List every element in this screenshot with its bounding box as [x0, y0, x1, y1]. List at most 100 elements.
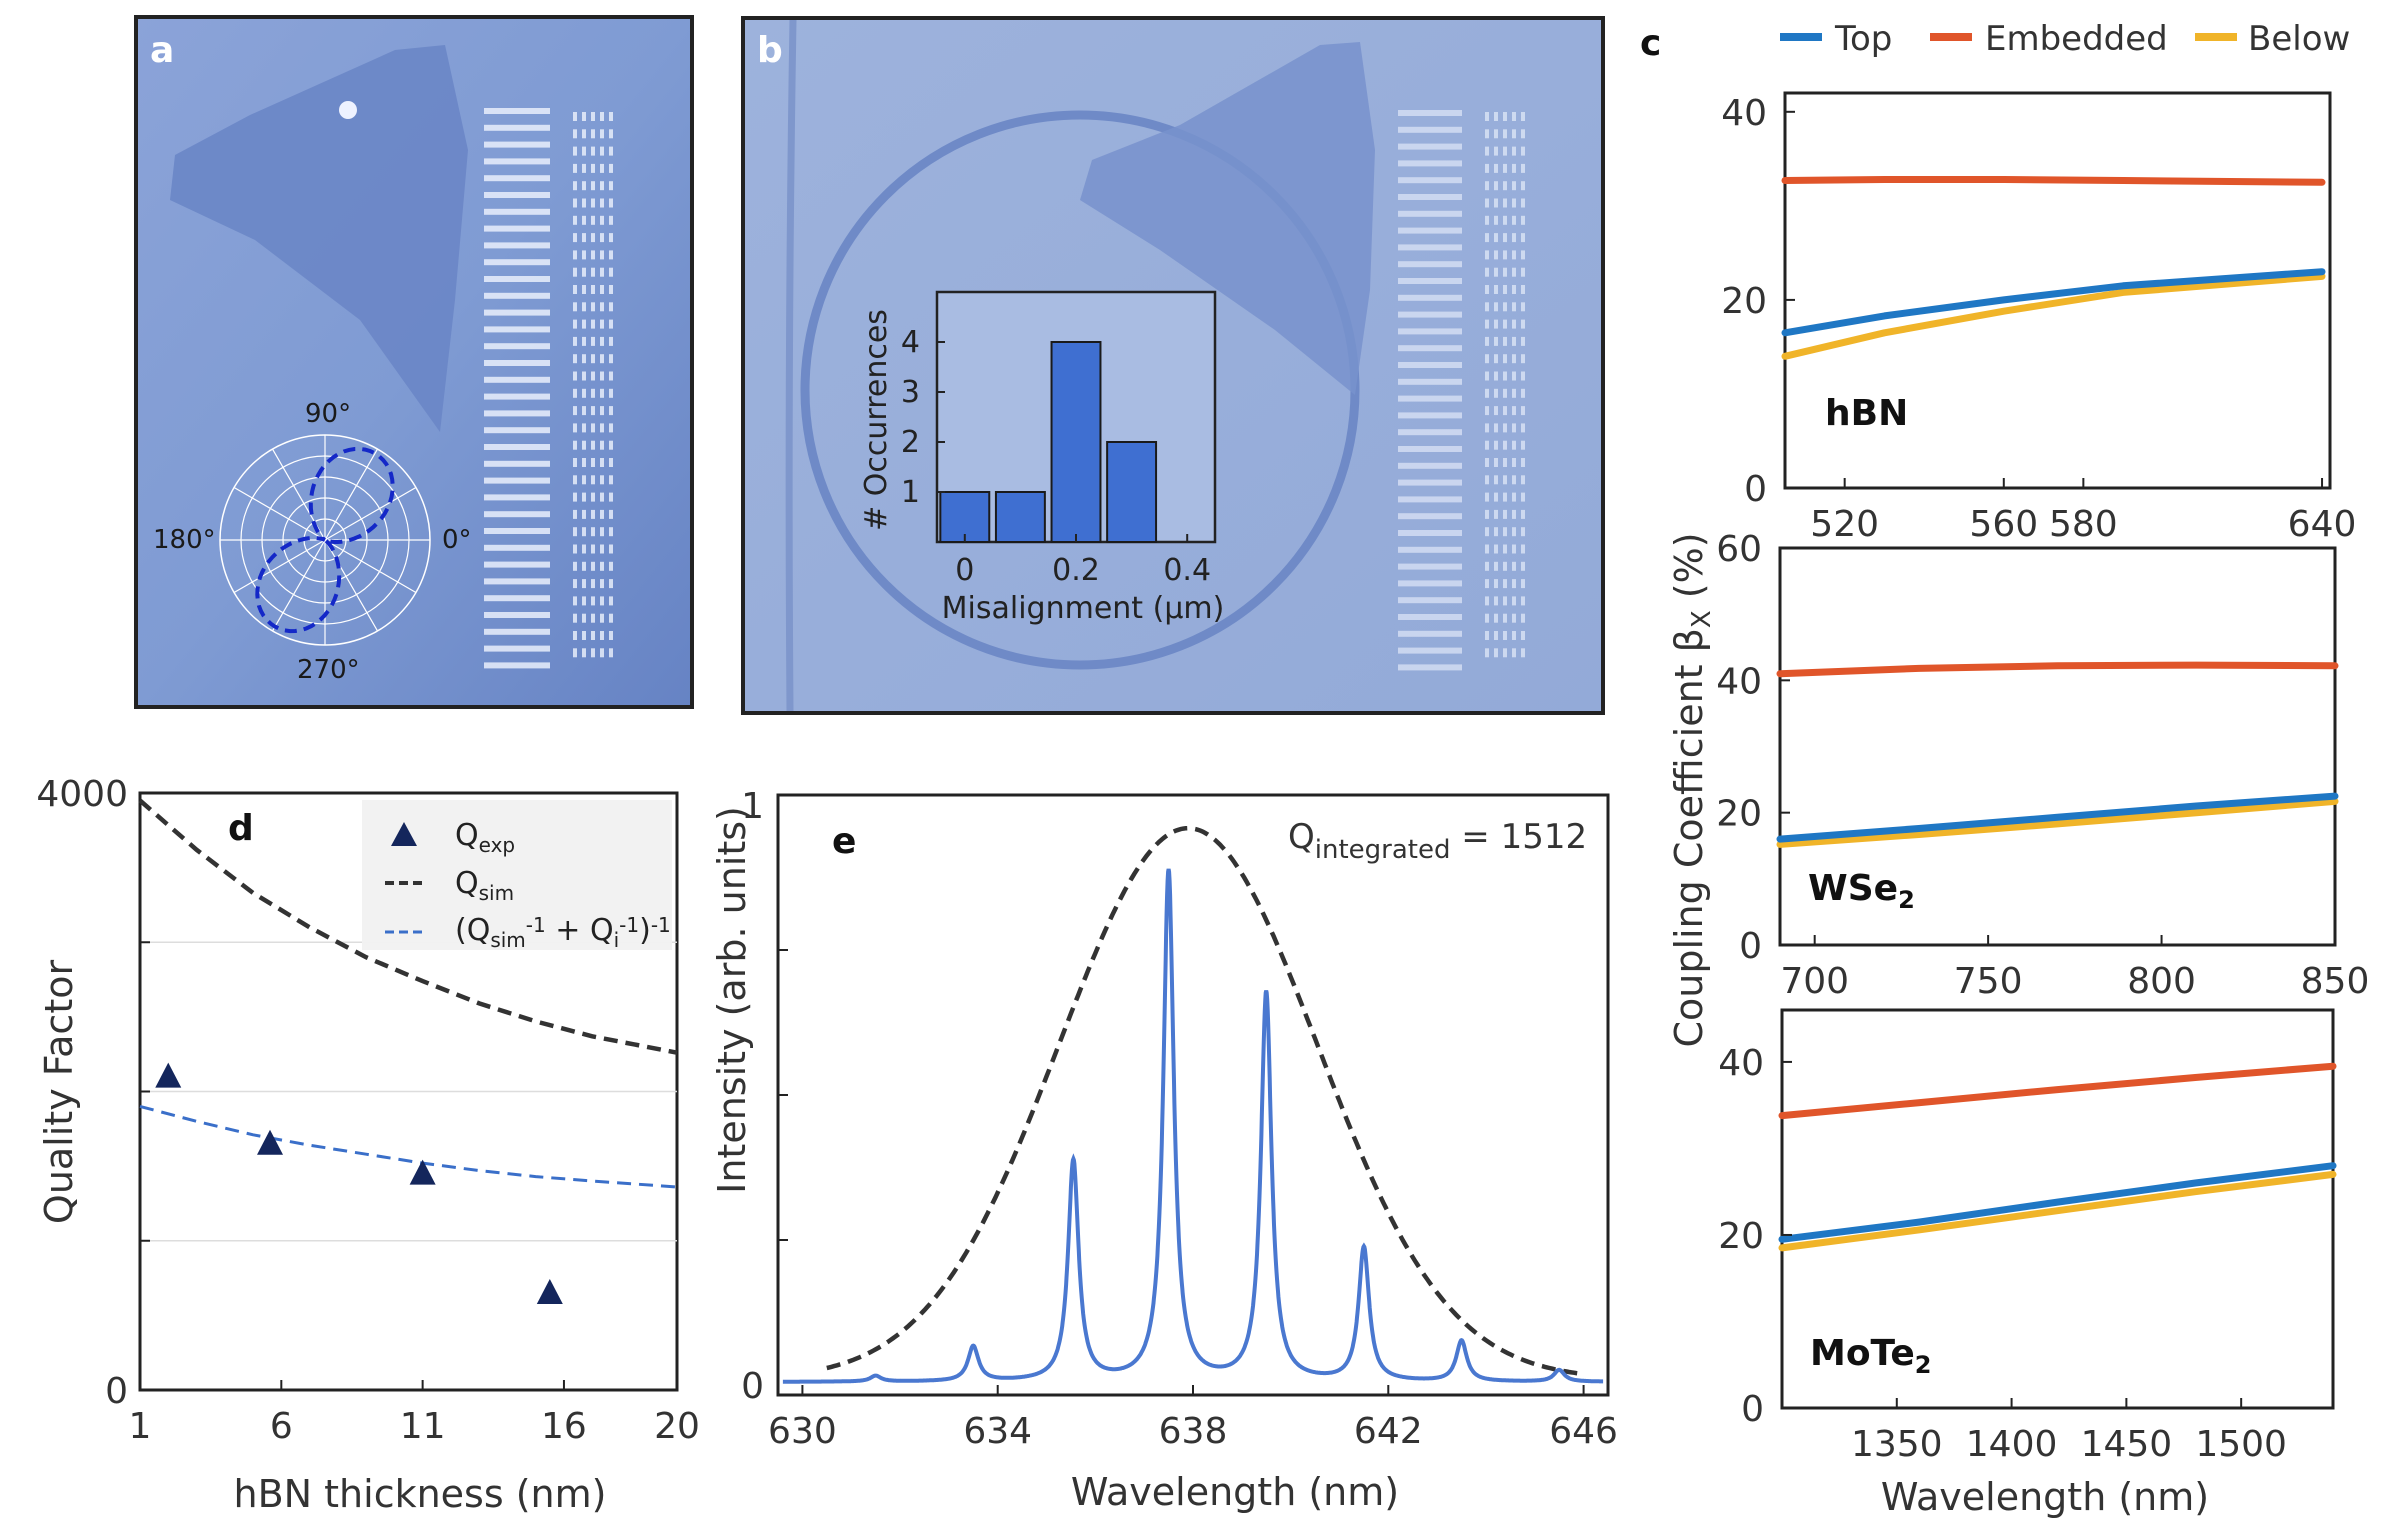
grating-dot: [600, 371, 604, 381]
grating-dot: [609, 250, 613, 260]
grating-dot: [1521, 440, 1525, 450]
histogram-ytick: 2: [901, 425, 920, 460]
panel-a: a 90° 180° 0° 270°: [134, 15, 694, 709]
grating-dot: [1494, 319, 1498, 329]
grating-dot: [1485, 648, 1489, 658]
grating-dot: [591, 613, 595, 623]
legend-top: Top: [1834, 19, 1892, 59]
grating-dot: [1494, 163, 1498, 173]
grating-dot: [1494, 198, 1498, 208]
grating-bar: [484, 376, 550, 383]
grating-dot: [1485, 440, 1489, 450]
legend-qexp-marker: [391, 822, 417, 846]
grating-dot: [1485, 319, 1489, 329]
grating-dot: [1503, 527, 1507, 537]
grating-dot: [573, 267, 577, 277]
grating-dot: [591, 561, 595, 571]
bubble-a: [339, 101, 357, 119]
grating-dot: [1512, 198, 1516, 208]
grating-dot: [1512, 475, 1516, 485]
grating-bar: [484, 410, 550, 417]
grating-dot: [609, 267, 613, 277]
grating-dot: [1503, 336, 1507, 346]
grating-dot: [1503, 267, 1507, 277]
grating-dot: [1503, 648, 1507, 658]
grating-dot: [582, 406, 586, 416]
grating-dot: [573, 492, 577, 502]
grating-dot: [1494, 215, 1498, 225]
grating-dot: [1494, 492, 1498, 502]
grating-dot: [573, 215, 577, 225]
c-xtick: 1500: [2195, 1424, 2287, 1465]
e-xtick: 646: [1549, 1411, 1618, 1452]
grating-bar: [484, 578, 550, 585]
d-ylabel: Quality Factor: [37, 960, 81, 1225]
grating-dot: [582, 146, 586, 156]
legend-below: Below: [2248, 19, 2350, 59]
grating-dot: [609, 285, 613, 294]
grating-dot: [1503, 423, 1507, 433]
histogram-bar: [994, 491, 1046, 543]
c-ytick: 40: [1716, 661, 1762, 702]
grating-dot: [600, 648, 604, 658]
e-ytick: 0: [741, 1366, 764, 1407]
grating-bar: [1398, 261, 1462, 268]
grating-dot: [1494, 561, 1498, 571]
grating-dot: [582, 492, 586, 502]
grating-dot: [1512, 250, 1516, 260]
grating-dot: [1503, 163, 1507, 173]
grating-dot: [1494, 233, 1498, 243]
grating-dot: [609, 631, 613, 640]
grating-dot: [1512, 267, 1516, 277]
grating-dot: [1494, 475, 1498, 485]
grating-bar: [484, 444, 550, 450]
histogram-xtick: 0: [955, 553, 974, 588]
grating-dot: [591, 475, 595, 485]
grating-dot: [591, 336, 595, 346]
grating-dot: [609, 613, 613, 623]
grating-bar: [1398, 664, 1462, 671]
d-xtick: 16: [541, 1406, 587, 1447]
d-xtick: 20: [654, 1406, 700, 1447]
grating-bar: [484, 259, 550, 266]
grating-dot: [1485, 388, 1489, 398]
grating-dot: [1494, 631, 1498, 640]
grating-dot: [1503, 371, 1507, 381]
legend-embedded: Embedded: [1985, 19, 2168, 59]
grating-dot: [573, 163, 577, 173]
grating-dot: [600, 336, 604, 346]
grating-dot: [1512, 613, 1516, 623]
histogram-bar: [1050, 341, 1102, 543]
histogram-ytick: 1: [901, 475, 920, 510]
e-xlabel: Wavelength (nm): [1071, 1470, 1399, 1514]
grating-dot: [591, 440, 595, 450]
grating-dot: [600, 302, 604, 312]
grating-bar: [484, 460, 550, 467]
grating-dot: [1503, 544, 1507, 554]
panel-e: 0 1 630 634 638 642 646 e Qintegrated = 1512 I…: [710, 786, 1618, 1514]
c-ytick: 0: [1741, 1389, 1764, 1430]
grating-dot: [600, 146, 604, 156]
grating-dot: [1503, 198, 1507, 208]
grating-dot: [1512, 544, 1516, 554]
c-ytick: 20: [1718, 1216, 1764, 1257]
grating-dot: [573, 302, 577, 312]
grating-dot: [1521, 215, 1525, 225]
grating-bar: [484, 561, 550, 568]
grating-dot: [1521, 475, 1525, 485]
grating-dot: [600, 423, 604, 433]
grating-bar: [1398, 412, 1462, 419]
grating-dot: [591, 163, 595, 173]
grating-dot: [1503, 233, 1507, 243]
grating-dot: [1494, 544, 1498, 554]
c-xlabel: Wavelength (nm): [1881, 1475, 2209, 1519]
grating-dot: [1485, 613, 1489, 623]
grating-dot: [1485, 233, 1489, 243]
polar-lobes: [255, 446, 395, 634]
grating-dot: [582, 250, 586, 260]
grating-dot: [1521, 233, 1525, 243]
polar-spoke: [233, 539, 326, 594]
grating-dot: [1485, 371, 1489, 381]
grating-dot: [582, 631, 586, 640]
grating-bar: [1398, 362, 1462, 368]
